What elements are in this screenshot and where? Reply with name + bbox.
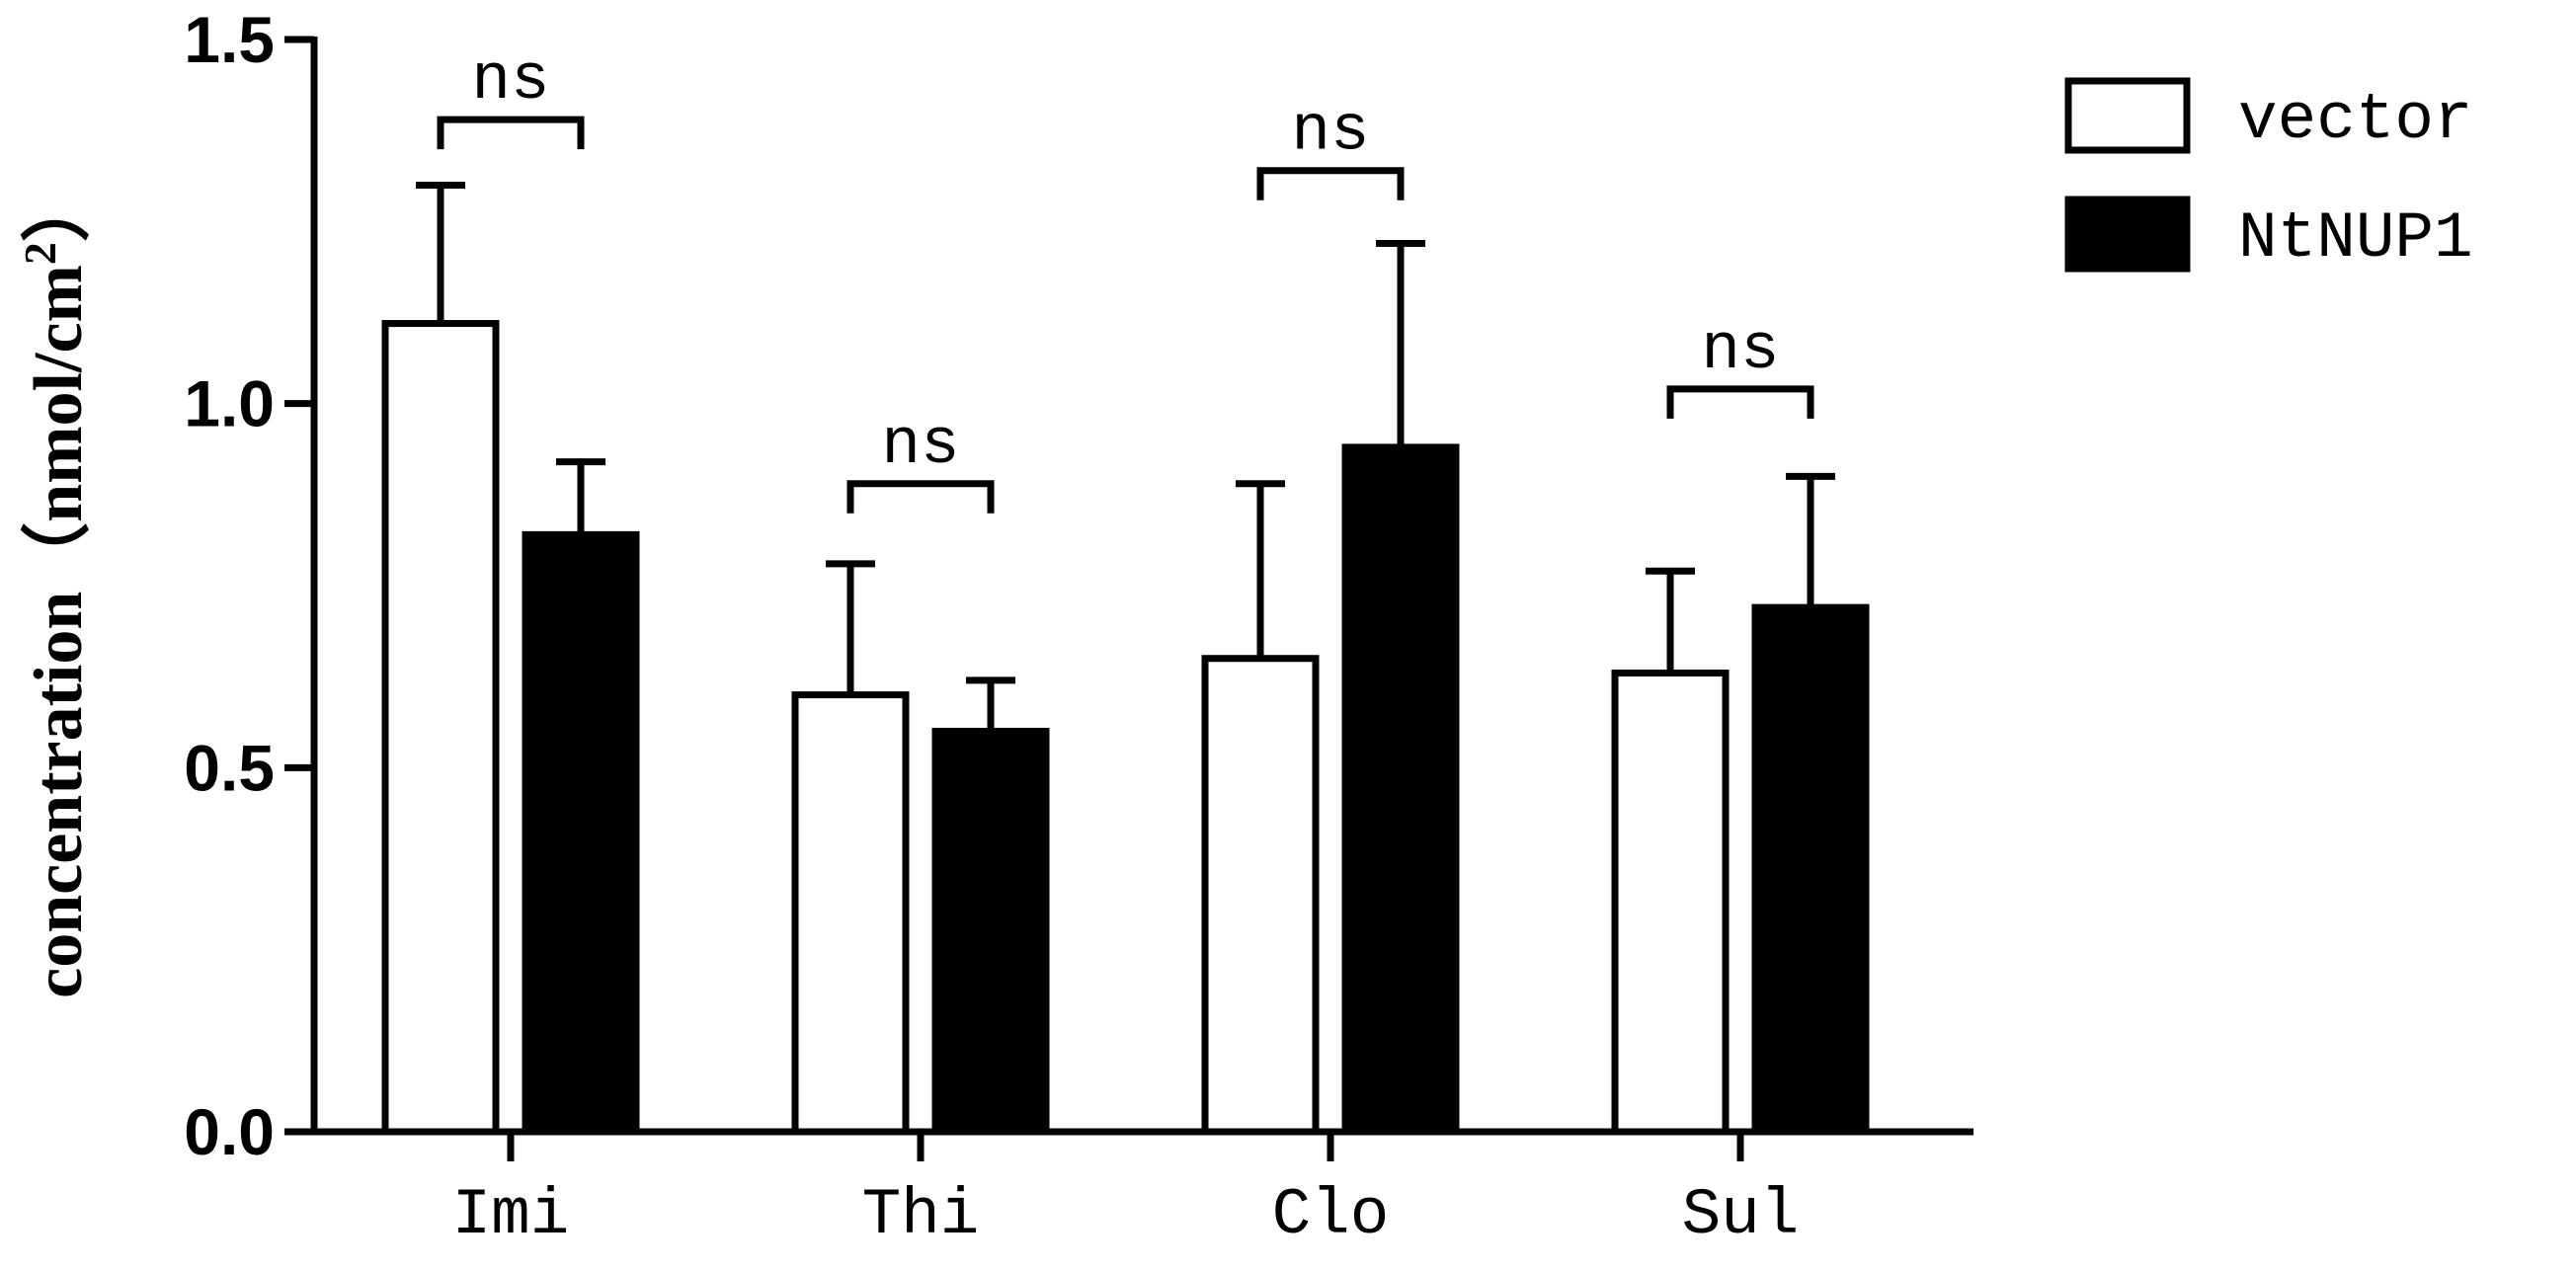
significance-bracket <box>1666 385 1814 419</box>
significance-label: ns <box>881 408 959 482</box>
significance-label: ns <box>471 43 549 118</box>
bar-vector-sul <box>1611 669 1730 1136</box>
y-tick-label: 0.0 <box>184 1095 275 1168</box>
bar-vector-thi <box>791 691 910 1136</box>
significance-bracket <box>1256 167 1405 200</box>
legend-swatch-ntnup1 <box>2064 196 2191 273</box>
y-tick-label: 1.0 <box>184 367 275 440</box>
bar-ntnup1-sul <box>1751 603 1870 1136</box>
x-tick-label: Sul <box>1682 1178 1800 1252</box>
x-tick-label: Clo <box>1272 1178 1390 1252</box>
y-axis-label: concentration（nmol/cm2） <box>15 173 97 998</box>
y-tick-label: 1.5 <box>184 3 275 76</box>
legend-label-ntnup1: NtNUP1 <box>2238 201 2473 276</box>
bar-vector-clo <box>1201 655 1320 1136</box>
y-tick-label: 0.5 <box>184 731 275 804</box>
legend-label-vector: vector <box>2238 83 2473 157</box>
bar-ntnup1-thi <box>931 727 1050 1136</box>
significance-bracket <box>437 116 585 150</box>
x-tick-label: Thi <box>862 1178 980 1252</box>
significance-label: ns <box>1701 313 1779 387</box>
bar-ntnup1-clo <box>1341 443 1460 1136</box>
bar-vector-imi <box>381 320 500 1136</box>
x-tick-label: Imi <box>452 1178 570 1252</box>
significance-label: ns <box>1291 95 1369 169</box>
legend-swatch-vector <box>2064 77 2191 154</box>
bar-ntnup1-imi <box>522 530 640 1136</box>
significance-bracket <box>846 480 995 514</box>
